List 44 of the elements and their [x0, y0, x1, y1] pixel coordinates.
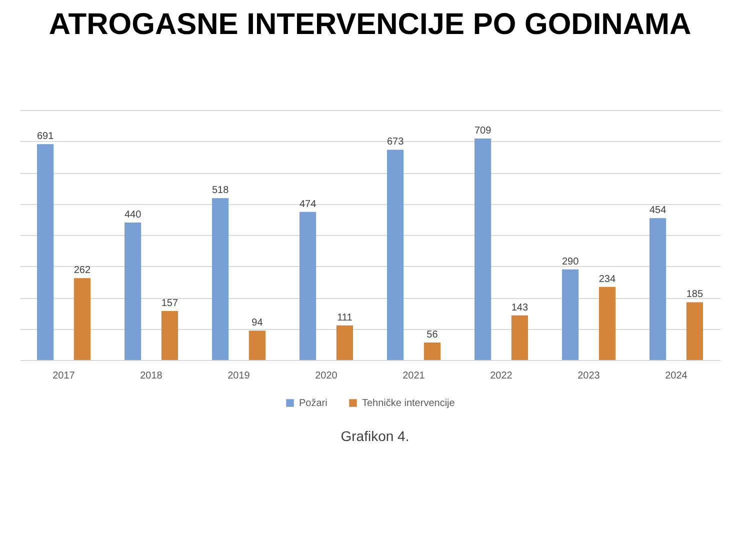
x-tick-label: 2019: [228, 370, 250, 382]
x-tick-label: 2020: [315, 370, 338, 382]
bar: [161, 310, 178, 360]
x-tick-label: 2023: [578, 370, 600, 382]
bar: [474, 138, 492, 360]
data-label: 709: [474, 125, 492, 136]
bar: [37, 144, 54, 360]
text: Grafikon 4.: [340, 428, 410, 444]
bar: [248, 330, 266, 360]
x-tick-label: 2018: [140, 370, 163, 382]
data-label: 673: [386, 136, 404, 148]
bar: [124, 222, 142, 360]
data-label: 691: [36, 131, 54, 142]
data-label: 157: [161, 298, 178, 309]
data-label: 143: [511, 302, 528, 314]
bar: [212, 198, 229, 360]
bar: [598, 286, 616, 360]
x-tick-label: 2021: [402, 370, 426, 382]
x-tick-label: 2024: [665, 370, 688, 382]
data-label: 234: [598, 274, 616, 285]
data-label: 111: [337, 312, 353, 324]
data-label: 518: [212, 185, 230, 196]
legend-label: Požari: [299, 398, 328, 409]
data-label: 474: [299, 198, 317, 210]
bar: [511, 315, 528, 360]
data-label: 454: [649, 205, 667, 216]
bar: [650, 218, 666, 360]
chart-title: ATROGASNE INTERVENCIJE PO GODINAMA: [48, 8, 692, 41]
data-label: 185: [686, 289, 704, 300]
data-label: 290: [562, 256, 580, 268]
x-tick-label: 2017: [52, 370, 76, 382]
bar: [686, 302, 703, 360]
bar: [74, 278, 90, 360]
data-label: 440: [124, 210, 142, 220]
bar: [336, 325, 353, 360]
bar: [562, 269, 579, 360]
bar: [300, 212, 316, 360]
x-tick-label: 2022: [490, 370, 513, 382]
bar: [424, 342, 440, 360]
bar: [387, 150, 404, 360]
data-label: 56: [426, 330, 438, 340]
data-label: 94: [252, 318, 264, 329]
data-label: 262: [74, 265, 91, 276]
legend-label: Tehničke intervencije: [362, 398, 456, 409]
